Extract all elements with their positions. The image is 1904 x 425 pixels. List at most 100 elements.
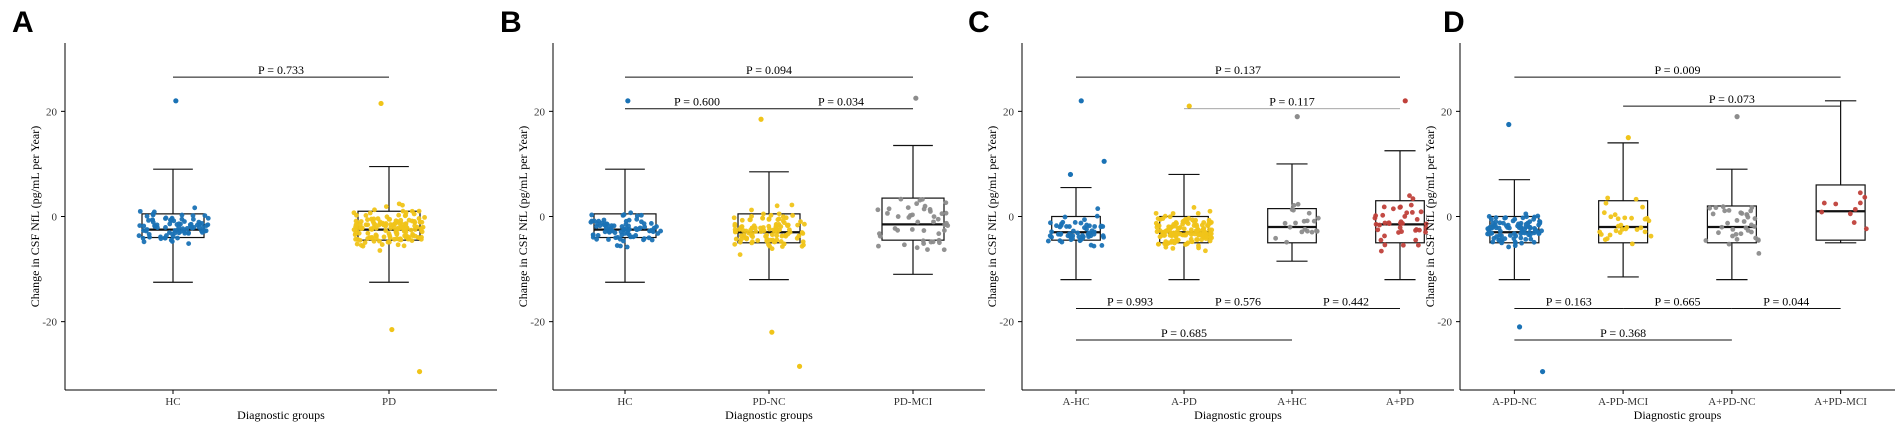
data-point <box>1603 200 1609 206</box>
data-point <box>1518 226 1524 232</box>
data-point <box>1493 215 1499 221</box>
data-point <box>1414 216 1420 222</box>
data-point <box>408 227 414 233</box>
p-value-label: P = 0.733 <box>258 63 304 77</box>
data-point <box>373 235 379 241</box>
data-point <box>1819 209 1825 215</box>
data-point <box>1170 211 1176 216</box>
data-point <box>649 237 655 243</box>
data-point <box>1188 232 1194 238</box>
data-point <box>403 221 409 227</box>
data-point <box>1072 220 1078 225</box>
box-iqr <box>1815 184 1866 241</box>
data-point <box>163 225 168 230</box>
data-point <box>1648 233 1654 239</box>
data-point <box>355 223 360 229</box>
data-point <box>779 233 785 239</box>
outlier-point <box>913 95 919 101</box>
data-point <box>1418 209 1424 215</box>
data-point <box>1380 212 1386 218</box>
data-point <box>634 227 640 233</box>
data-point <box>936 231 942 237</box>
data-point <box>1710 211 1716 217</box>
data-point <box>1833 201 1839 207</box>
data-point <box>388 225 394 231</box>
x-axis-title: Diagnostic groups <box>1194 408 1282 422</box>
data-point <box>1045 238 1051 244</box>
data-point <box>755 238 761 243</box>
p-value-label: P = 0.442 <box>1323 295 1369 309</box>
data-point <box>795 222 801 228</box>
data-point <box>359 226 365 232</box>
x-axis-title: Diagnostic groups <box>237 408 325 422</box>
data-point <box>772 239 778 245</box>
data-point <box>641 221 647 227</box>
data-point <box>179 212 185 218</box>
chart-panel-d: D -20 0 20 Change in CSF NfL (pg/mL per Year… <box>1423 6 1895 422</box>
data-point <box>412 219 417 224</box>
y-axis-title: Change in CSF NfL (pg/mL per Year) <box>28 126 42 307</box>
data-point <box>621 212 627 218</box>
data-point <box>1399 229 1404 234</box>
data-point <box>732 221 738 227</box>
data-point <box>1397 225 1403 231</box>
data-point <box>1748 208 1754 214</box>
data-point <box>360 243 366 249</box>
data-point <box>749 225 755 231</box>
data-point <box>769 246 775 252</box>
data-point <box>875 207 881 213</box>
data-point <box>422 214 427 220</box>
data-point <box>1413 237 1419 243</box>
x-tick-label: A-PD-MCI <box>1598 396 1648 408</box>
data-point <box>766 216 772 222</box>
data-point <box>618 243 623 249</box>
data-point <box>1209 227 1215 233</box>
data-point <box>1497 220 1503 226</box>
outlier-point <box>758 116 764 122</box>
data-point <box>738 224 744 230</box>
data-point <box>1518 235 1524 241</box>
data-point <box>1299 229 1305 235</box>
data-point <box>1167 214 1173 220</box>
data-point <box>1170 245 1176 251</box>
outlier-point <box>389 326 395 333</box>
outlier-point <box>416 368 423 375</box>
chart-panel-a: A -20 0 20 Change in CSF NfL (pg/mL per Year… <box>12 6 497 422</box>
data-point <box>141 223 147 229</box>
data-point <box>1507 233 1513 238</box>
data-point <box>749 207 754 213</box>
data-point <box>1173 221 1178 227</box>
data-point <box>774 233 780 239</box>
panel-label: D <box>1443 6 1465 39</box>
data-point <box>1623 226 1629 232</box>
data-point <box>381 222 387 228</box>
outlier-point <box>1625 135 1631 141</box>
data-point <box>202 213 208 219</box>
data-point <box>1523 236 1529 242</box>
data-point <box>1857 200 1863 206</box>
data-point <box>1719 224 1725 230</box>
data-point <box>1716 230 1721 236</box>
data-point <box>790 213 796 218</box>
data-point <box>1743 225 1749 231</box>
data-point <box>1054 223 1059 229</box>
data-point <box>190 213 196 219</box>
data-point <box>396 212 402 218</box>
data-point <box>1205 223 1210 228</box>
data-point <box>648 221 654 226</box>
x-tick-label: PD-MCI <box>894 396 933 408</box>
data-point <box>137 208 143 214</box>
data-point <box>1172 238 1178 244</box>
x-tick-label: A+PD <box>1386 396 1414 408</box>
data-point <box>1092 224 1098 229</box>
data-point <box>1535 213 1541 219</box>
data-point <box>1207 208 1213 214</box>
data-point <box>1195 210 1201 216</box>
data-point <box>163 215 169 221</box>
y-axis-title: Change in CSF NfL (pg/mL per Year) <box>516 126 530 307</box>
data-point <box>737 239 743 245</box>
data-point <box>634 216 640 222</box>
data-point <box>1506 244 1512 250</box>
p-value-label: P = 0.576 <box>1215 295 1261 309</box>
p-value-label: P = 0.665 <box>1655 295 1701 309</box>
